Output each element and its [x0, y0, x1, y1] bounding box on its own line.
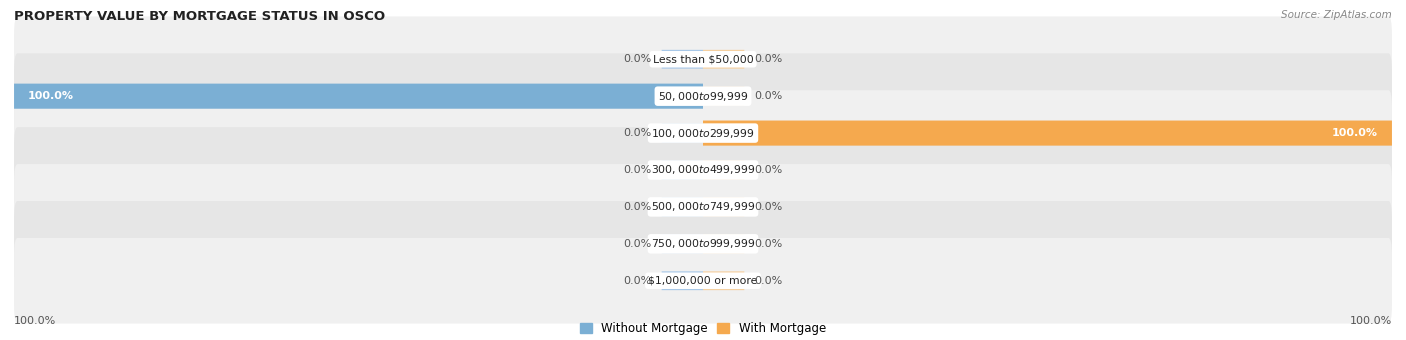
- FancyBboxPatch shape: [14, 127, 1392, 213]
- FancyBboxPatch shape: [14, 16, 1392, 102]
- Text: PROPERTY VALUE BY MORTGAGE STATUS IN OSCO: PROPERTY VALUE BY MORTGAGE STATUS IN OSC…: [14, 10, 385, 23]
- Text: 0.0%: 0.0%: [623, 54, 651, 64]
- Text: 100.0%: 100.0%: [28, 91, 75, 101]
- FancyBboxPatch shape: [662, 160, 703, 180]
- Text: 100.0%: 100.0%: [1350, 317, 1392, 326]
- Text: 100.0%: 100.0%: [1331, 128, 1378, 138]
- Text: 0.0%: 0.0%: [755, 91, 783, 101]
- FancyBboxPatch shape: [662, 198, 703, 216]
- FancyBboxPatch shape: [14, 53, 1392, 139]
- Text: 0.0%: 0.0%: [623, 128, 651, 138]
- FancyBboxPatch shape: [662, 234, 703, 253]
- Text: 0.0%: 0.0%: [623, 202, 651, 212]
- Text: 0.0%: 0.0%: [623, 276, 651, 286]
- Text: $50,000 to $99,999: $50,000 to $99,999: [658, 90, 748, 103]
- FancyBboxPatch shape: [703, 50, 744, 69]
- Text: $300,000 to $499,999: $300,000 to $499,999: [651, 164, 755, 176]
- FancyBboxPatch shape: [14, 90, 1392, 176]
- FancyBboxPatch shape: [14, 164, 1392, 250]
- FancyBboxPatch shape: [703, 271, 744, 290]
- Text: $1,000,000 or more: $1,000,000 or more: [648, 276, 758, 286]
- FancyBboxPatch shape: [14, 238, 1392, 324]
- Text: 100.0%: 100.0%: [14, 317, 56, 326]
- Text: 0.0%: 0.0%: [755, 165, 783, 175]
- Text: 0.0%: 0.0%: [755, 54, 783, 64]
- Text: $100,000 to $299,999: $100,000 to $299,999: [651, 126, 755, 140]
- FancyBboxPatch shape: [662, 124, 703, 142]
- Text: $500,000 to $749,999: $500,000 to $749,999: [651, 200, 755, 214]
- Text: Source: ZipAtlas.com: Source: ZipAtlas.com: [1281, 10, 1392, 20]
- FancyBboxPatch shape: [703, 198, 744, 216]
- FancyBboxPatch shape: [662, 50, 703, 69]
- Text: 0.0%: 0.0%: [623, 165, 651, 175]
- Text: Less than $50,000: Less than $50,000: [652, 54, 754, 64]
- Text: 0.0%: 0.0%: [755, 239, 783, 249]
- Text: 0.0%: 0.0%: [623, 239, 651, 249]
- FancyBboxPatch shape: [703, 234, 744, 253]
- FancyBboxPatch shape: [703, 87, 744, 106]
- Text: $750,000 to $999,999: $750,000 to $999,999: [651, 237, 755, 250]
- FancyBboxPatch shape: [14, 201, 1392, 287]
- Legend: Without Mortgage, With Mortgage: Without Mortgage, With Mortgage: [575, 317, 831, 340]
- Text: 0.0%: 0.0%: [755, 276, 783, 286]
- FancyBboxPatch shape: [662, 271, 703, 290]
- FancyBboxPatch shape: [703, 121, 1392, 146]
- Text: 0.0%: 0.0%: [755, 202, 783, 212]
- FancyBboxPatch shape: [14, 84, 703, 109]
- FancyBboxPatch shape: [703, 160, 744, 180]
